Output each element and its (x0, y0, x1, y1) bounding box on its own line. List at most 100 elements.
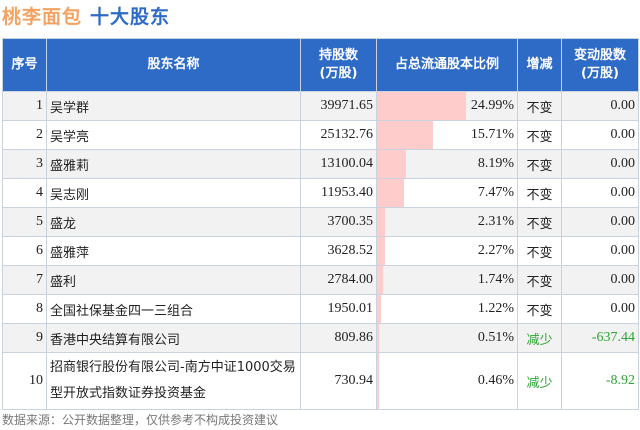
shares-held: 730.94 (300, 352, 377, 410)
ratio-label: 24.99% (470, 98, 514, 113)
row-no: 9 (2, 323, 47, 353)
ratio-cell: 0.51% (376, 323, 518, 353)
ratio-bar (377, 237, 386, 265)
data-source-note: 数据来源：公开数据整理，仅供参考不构成投资建议 (2, 413, 279, 427)
title-subject: 十大股东 (90, 6, 171, 28)
row-no: 3 (2, 149, 47, 179)
ratio-label: 2.27% (477, 243, 514, 258)
shareholder-name: 盛利 (46, 265, 301, 295)
table-row: 8 全国社保基金四一三组合 1950.01 1.22% 不变 0.00 (2, 294, 639, 324)
table-row: 3 盛雅莉 13100.04 8.19% 不变 0.00 (2, 149, 639, 179)
change-shares: -637.44 (561, 323, 639, 353)
table-row: 5 盛龙 3700.35 2.31% 不变 0.00 (2, 207, 639, 237)
row-no: 7 (2, 265, 47, 295)
change-shares: 0.00 (561, 120, 639, 150)
shares-held: 39971.65 (300, 91, 377, 121)
row-no: 4 (2, 178, 47, 208)
table-row: 9 香港中央结算有限公司 809.86 0.51% 减少 -637.44 (2, 323, 639, 353)
row-no: 1 (2, 91, 47, 121)
ratio-bar (377, 150, 407, 178)
ratio-label: 8.19% (477, 156, 514, 171)
ratio-cell: 7.47% (376, 178, 518, 208)
table-row: 6 盛雅萍 3628.52 2.27% 不变 0.00 (2, 236, 639, 266)
table-row: 4 吴志刚 11953.40 7.47% 不变 0.00 (2, 178, 639, 208)
change-shares: 0.00 (561, 236, 639, 266)
ratio-cell: 1.74% (376, 265, 518, 295)
change-shares: 0.00 (561, 178, 639, 208)
ratio-label: 0.46% (477, 373, 514, 388)
ratio-bar (377, 324, 379, 352)
change-status: 不变 (517, 178, 562, 208)
ratio-cell: 15.71% (376, 120, 518, 150)
change-shares: 0.00 (561, 149, 639, 179)
ratio-bar (377, 208, 386, 236)
change-status: 不变 (517, 149, 562, 179)
shareholder-name: 盛雅萍 (46, 236, 301, 266)
change-status: 不变 (517, 265, 562, 295)
shares-held: 13100.04 (300, 149, 377, 179)
change-shares: 0.00 (561, 207, 639, 237)
shareholder-name: 全国社保基金四一三组合 (46, 294, 301, 324)
shares-held: 3628.52 (300, 236, 377, 266)
shareholders-table: 序号 股东名称 持股数 (万股) 占总流通股本比例 增减 变动股数 (万股) 1 吴学群 … (2, 38, 639, 410)
header-shares: 持股数 (万股) (300, 38, 377, 92)
shares-held: 809.86 (300, 323, 377, 353)
ratio-cell: 2.27% (376, 236, 518, 266)
change-shares: 0.00 (561, 91, 639, 121)
shareholder-name: 吴志刚 (46, 178, 301, 208)
change-shares: 0.00 (561, 294, 639, 324)
change-shares: 0.00 (561, 265, 639, 295)
header-no: 序号 (2, 38, 47, 92)
header-change: 增减 (517, 38, 562, 92)
row-no: 6 (2, 236, 47, 266)
ratio-label: 1.74% (477, 272, 514, 287)
shares-held: 3700.35 (300, 207, 377, 237)
shareholder-name: 盛雅莉 (46, 149, 301, 179)
change-status: 不变 (517, 120, 562, 150)
change-status: 不变 (517, 236, 562, 266)
ratio-bar (377, 179, 404, 207)
ratio-bar (377, 353, 379, 409)
ratio-cell: 2.31% (376, 207, 518, 237)
ratio-cell: 24.99% (376, 91, 518, 121)
ratio-cell: 8.19% (376, 149, 518, 179)
ratio-cell: 1.22% (376, 294, 518, 324)
table-row: 1 吴学群 39971.65 24.99% 不变 0.00 (2, 91, 639, 121)
ratio-label: 1.22% (477, 301, 514, 316)
table-row: 2 吴学亮 25132.76 15.71% 不变 0.00 (2, 120, 639, 150)
ratio-bar (377, 121, 433, 149)
shareholder-name: 招商银行股份有限公司-南方中证1000交易型开放式指数证券投资基金 (46, 352, 301, 410)
ratio-bar (377, 92, 466, 120)
header-delta: 变动股数 (万股) (561, 38, 639, 92)
shares-held: 25132.76 (300, 120, 377, 150)
ratio-label: 15.71% (470, 127, 514, 142)
ratio-label: 2.31% (477, 214, 514, 229)
row-no: 2 (2, 120, 47, 150)
change-status: 不变 (517, 207, 562, 237)
row-no: 5 (2, 207, 47, 237)
ratio-bar (377, 266, 384, 294)
row-no: 10 (2, 352, 47, 410)
ratio-label: 7.47% (477, 185, 514, 200)
header-ratio: 占总流通股本比例 (376, 38, 518, 92)
ratio-bar (377, 295, 382, 323)
header-name: 股东名称 (46, 38, 301, 92)
change-status: 减少 (517, 323, 562, 353)
shareholder-name: 盛龙 (46, 207, 301, 237)
change-status: 不变 (517, 294, 562, 324)
row-no: 8 (2, 294, 47, 324)
shareholder-name: 香港中央结算有限公司 (46, 323, 301, 353)
shareholder-name: 吴学群 (46, 91, 301, 121)
shares-held: 2784.00 (300, 265, 377, 295)
page-title: 桃李面包 十大股东 (2, 2, 170, 29)
ratio-cell: 0.46% (376, 352, 518, 410)
ratio-label: 0.51% (477, 330, 514, 345)
company-name: 桃李面包 (2, 6, 83, 28)
change-shares: -8.92 (561, 352, 639, 410)
table-row: 10 招商银行股份有限公司-南方中证1000交易型开放式指数证券投资基金 730… (2, 352, 639, 410)
shareholder-name: 吴学亮 (46, 120, 301, 150)
table-row: 7 盛利 2784.00 1.74% 不变 0.00 (2, 265, 639, 295)
shares-held: 11953.40 (300, 178, 377, 208)
change-status: 减少 (517, 352, 562, 410)
shares-held: 1950.01 (300, 294, 377, 324)
